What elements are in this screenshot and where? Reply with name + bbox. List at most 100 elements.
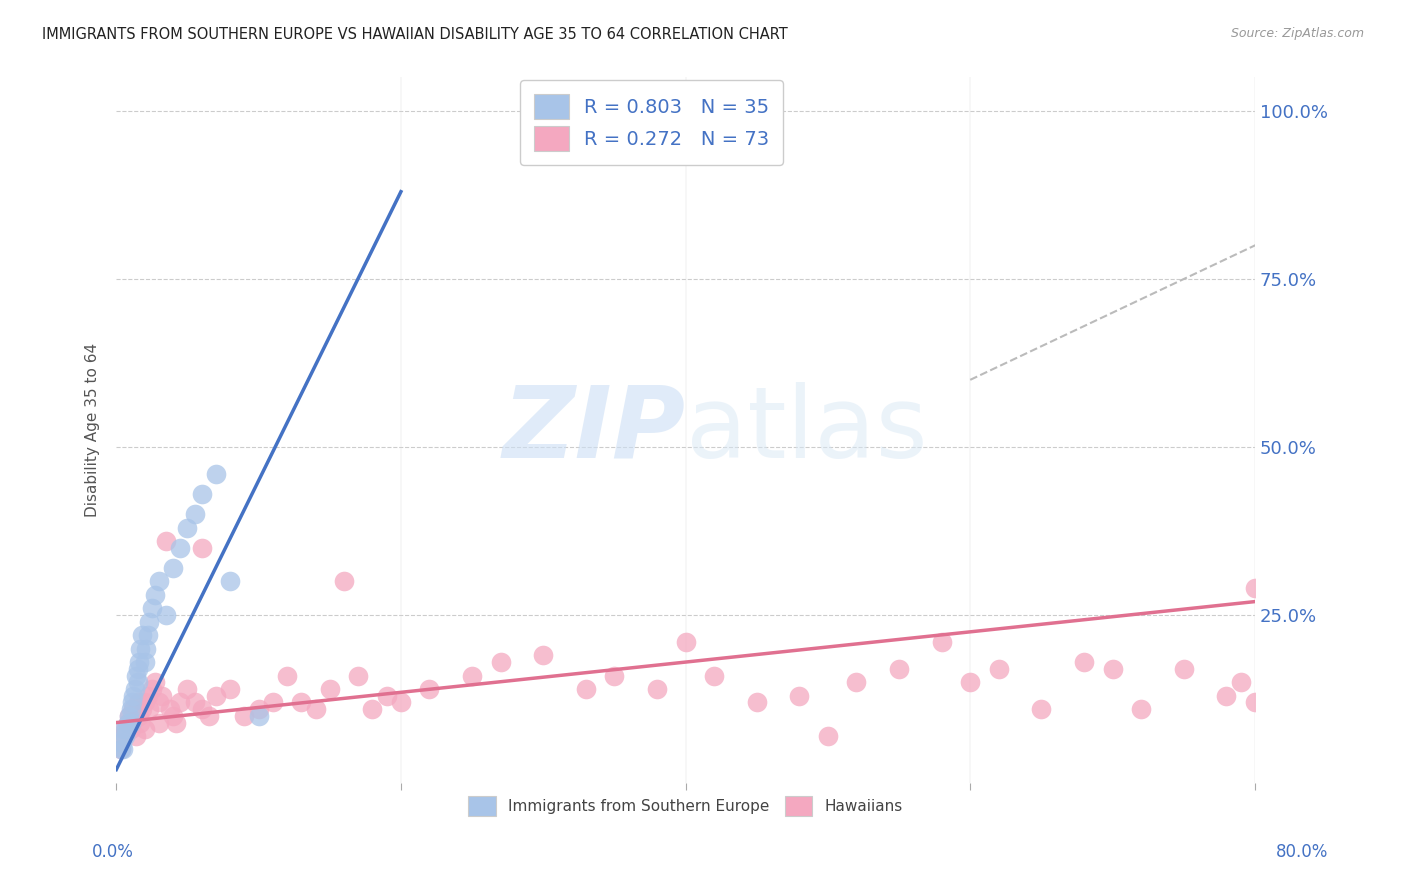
Point (112, 723, 135, 737)
Point (124, 709, 146, 723)
Point (190, 541, 212, 555)
Point (1244, 581, 1267, 595)
Y-axis label: Disability Age 35 to 64: Disability Age 35 to 64 (86, 343, 100, 517)
Point (645, 681, 668, 696)
Point (124, 681, 146, 696)
Point (127, 695, 149, 709)
Point (219, 681, 242, 696)
Point (262, 695, 284, 709)
Point (1130, 702, 1153, 716)
Point (190, 487, 212, 501)
Point (141, 601, 163, 615)
Point (127, 662, 149, 676)
Point (120, 723, 142, 737)
Point (489, 655, 512, 669)
Point (122, 689, 145, 703)
Point (418, 681, 440, 696)
Point (333, 574, 356, 589)
Point (118, 709, 141, 723)
Point (375, 689, 398, 703)
Point (1229, 675, 1251, 690)
Point (138, 702, 160, 716)
Point (233, 709, 256, 723)
Point (129, 641, 152, 656)
Point (176, 681, 198, 696)
Point (118, 709, 141, 723)
Point (150, 689, 173, 703)
Point (155, 608, 177, 623)
Point (169, 541, 191, 555)
Point (1031, 702, 1053, 716)
Point (136, 628, 159, 642)
Point (1215, 689, 1237, 703)
Point (789, 689, 811, 703)
Point (134, 695, 156, 709)
Point (117, 715, 139, 730)
Point (1244, 695, 1267, 709)
Point (1101, 662, 1123, 676)
Point (183, 508, 205, 522)
Point (197, 709, 219, 723)
Point (319, 681, 342, 696)
Point (117, 715, 139, 730)
Text: atlas: atlas (686, 382, 927, 479)
Point (125, 729, 148, 743)
Point (122, 702, 145, 716)
Point (128, 655, 150, 669)
Point (183, 695, 205, 709)
Point (931, 635, 953, 649)
Point (159, 702, 181, 716)
Point (276, 668, 298, 682)
Point (745, 695, 768, 709)
Point (155, 534, 177, 549)
Text: Source: ZipAtlas.com: Source: ZipAtlas.com (1230, 27, 1364, 40)
Text: IMMIGRANTS FROM SOUTHERN EUROPE VS HAWAIIAN DISABILITY AGE 35 TO 64 CORRELATION : IMMIGRANTS FROM SOUTHERN EUROPE VS HAWAI… (42, 27, 787, 42)
Text: 0.0%: 0.0% (91, 843, 134, 861)
Point (290, 695, 312, 709)
Point (125, 668, 148, 682)
Point (129, 715, 152, 730)
Point (1073, 655, 1095, 669)
Point (114, 729, 136, 743)
Point (987, 662, 1010, 676)
Point (114, 723, 136, 737)
Point (127, 675, 149, 690)
Point (1173, 662, 1195, 676)
Point (190, 702, 212, 716)
Point (110, 742, 132, 756)
Point (703, 668, 725, 682)
Point (575, 681, 598, 696)
Point (845, 675, 868, 690)
Point (531, 648, 554, 663)
Point (120, 715, 142, 730)
Point (389, 695, 412, 709)
Point (111, 736, 134, 750)
Text: 80.0%: 80.0% (1277, 843, 1329, 861)
Point (121, 695, 143, 709)
Point (121, 715, 143, 730)
Point (112, 729, 135, 743)
Point (817, 729, 839, 743)
Point (461, 668, 484, 682)
Point (141, 681, 163, 696)
Point (176, 521, 198, 535)
Point (205, 689, 228, 703)
Point (162, 561, 184, 575)
Point (347, 668, 370, 682)
Point (110, 742, 132, 756)
Point (205, 467, 228, 481)
Point (143, 588, 166, 602)
Point (131, 702, 153, 716)
Point (131, 628, 153, 642)
Point (135, 641, 157, 656)
Point (162, 709, 184, 723)
Point (112, 742, 135, 756)
Legend: Immigrants from Southern Europe, Hawaiians: Immigrants from Southern Europe, Hawaiia… (460, 787, 912, 825)
Point (138, 615, 160, 629)
Point (128, 709, 150, 723)
Point (304, 702, 326, 716)
Point (361, 702, 384, 716)
Point (148, 574, 170, 589)
Point (603, 668, 626, 682)
Point (959, 675, 981, 690)
